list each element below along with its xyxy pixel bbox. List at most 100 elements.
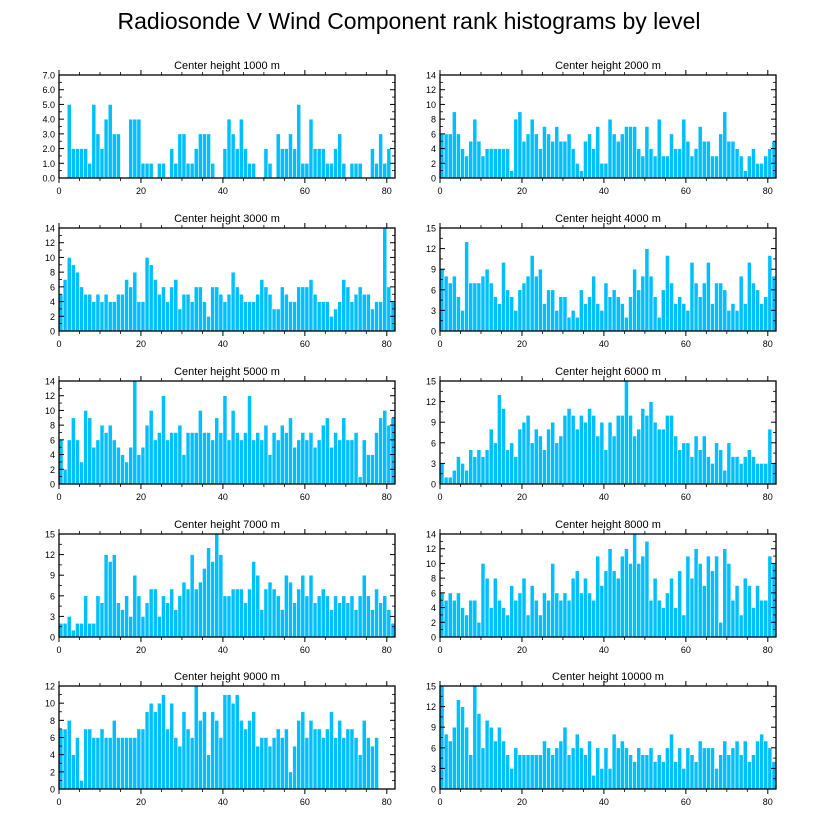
bar — [615, 747, 621, 790]
bar — [193, 148, 199, 179]
bar — [738, 754, 744, 790]
bar — [374, 162, 379, 179]
bar — [714, 768, 719, 790]
bar — [513, 747, 519, 790]
bar — [554, 442, 560, 485]
bar — [75, 271, 80, 332]
bar — [636, 289, 642, 332]
bar — [300, 162, 306, 179]
bar — [714, 155, 719, 179]
bar — [681, 442, 687, 485]
bar — [66, 720, 72, 790]
bar — [300, 711, 306, 790]
bar — [476, 713, 482, 790]
bar — [701, 585, 707, 638]
bar — [759, 733, 765, 790]
x-tick-label: 80 — [763, 645, 773, 655]
y-tick-label: 15 — [45, 530, 55, 540]
bar — [476, 621, 482, 638]
bar — [611, 435, 617, 485]
bar — [230, 271, 236, 332]
bar — [628, 563, 633, 638]
bar — [619, 303, 625, 332]
bar — [316, 728, 322, 790]
y-tick-label: 4.0 — [42, 115, 55, 125]
bar — [202, 301, 207, 332]
bar — [517, 111, 523, 179]
bar — [99, 148, 105, 179]
bar — [611, 733, 617, 790]
bar — [361, 293, 367, 332]
bar — [706, 747, 711, 790]
bar — [476, 140, 482, 179]
x-tick-label: 40 — [218, 492, 228, 502]
bar — [234, 286, 240, 332]
bar — [640, 275, 646, 332]
bar — [673, 435, 678, 485]
bar — [509, 585, 515, 638]
bar — [374, 432, 379, 485]
bar — [517, 754, 523, 790]
bar — [210, 711, 216, 790]
bar — [488, 148, 494, 179]
bar — [644, 754, 650, 790]
bar — [648, 401, 654, 485]
bar — [595, 303, 601, 332]
bar — [677, 449, 683, 485]
bar — [480, 275, 486, 332]
bar — [497, 303, 502, 332]
bar — [66, 104, 72, 179]
bar — [587, 296, 592, 332]
bar — [292, 446, 297, 485]
bar — [546, 747, 551, 790]
bar — [312, 446, 318, 485]
bar — [464, 155, 469, 179]
bar — [521, 754, 527, 790]
bar — [177, 745, 183, 790]
y-tick-label: 8 — [431, 574, 436, 584]
bar — [312, 728, 318, 790]
bar — [533, 599, 539, 638]
bar — [206, 754, 211, 790]
bar — [238, 118, 244, 179]
bar — [325, 595, 330, 638]
bar — [451, 111, 457, 179]
y-tick-label: 8 — [431, 115, 436, 125]
bar — [501, 408, 506, 485]
bar — [546, 289, 551, 332]
bar — [161, 694, 166, 790]
y-tick-label: 1.0 — [42, 159, 55, 169]
bar — [320, 588, 326, 638]
bar — [730, 747, 736, 790]
bar — [329, 609, 334, 638]
bar — [238, 588, 244, 638]
bar — [570, 310, 576, 332]
bar — [443, 599, 449, 638]
x-tick-label: 80 — [763, 492, 773, 502]
x-tick-label: 40 — [218, 797, 228, 807]
bar — [640, 754, 646, 790]
bar — [443, 275, 449, 332]
bar — [734, 740, 740, 790]
bar — [279, 609, 285, 638]
bar — [726, 140, 732, 179]
bar — [558, 599, 564, 638]
bar — [329, 315, 334, 332]
x-tick-label: 20 — [517, 186, 527, 196]
bar — [292, 148, 297, 179]
bar — [353, 432, 359, 485]
x-tick-label: 0 — [56, 186, 61, 196]
bar — [488, 607, 494, 638]
x-tick-label: 20 — [136, 797, 146, 807]
bar — [370, 308, 375, 332]
bar — [718, 621, 724, 638]
bar — [341, 279, 347, 332]
bar — [226, 694, 232, 790]
bar — [538, 435, 543, 485]
bar — [619, 740, 625, 790]
bar — [447, 740, 453, 790]
bar — [267, 293, 273, 332]
bar — [386, 286, 392, 332]
bar — [677, 296, 683, 332]
bar — [718, 449, 724, 485]
